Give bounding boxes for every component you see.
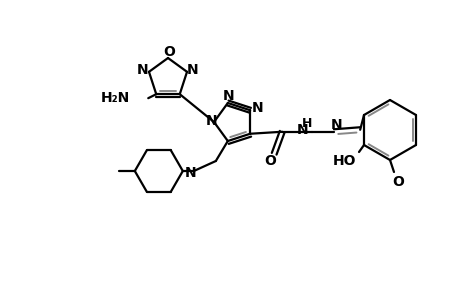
Text: H: H [302,117,312,130]
Text: N: N [251,101,263,115]
Text: N: N [137,63,148,77]
Text: H₂N: H₂N [101,91,130,105]
Text: N: N [330,118,341,132]
Text: N: N [223,89,234,103]
Text: N: N [206,114,218,128]
Text: O: O [391,175,403,189]
Text: HO: HO [331,154,355,168]
Text: N: N [296,123,308,137]
Text: N: N [187,63,198,77]
Text: N: N [185,166,196,180]
Text: O: O [263,154,275,168]
Text: O: O [162,45,174,59]
